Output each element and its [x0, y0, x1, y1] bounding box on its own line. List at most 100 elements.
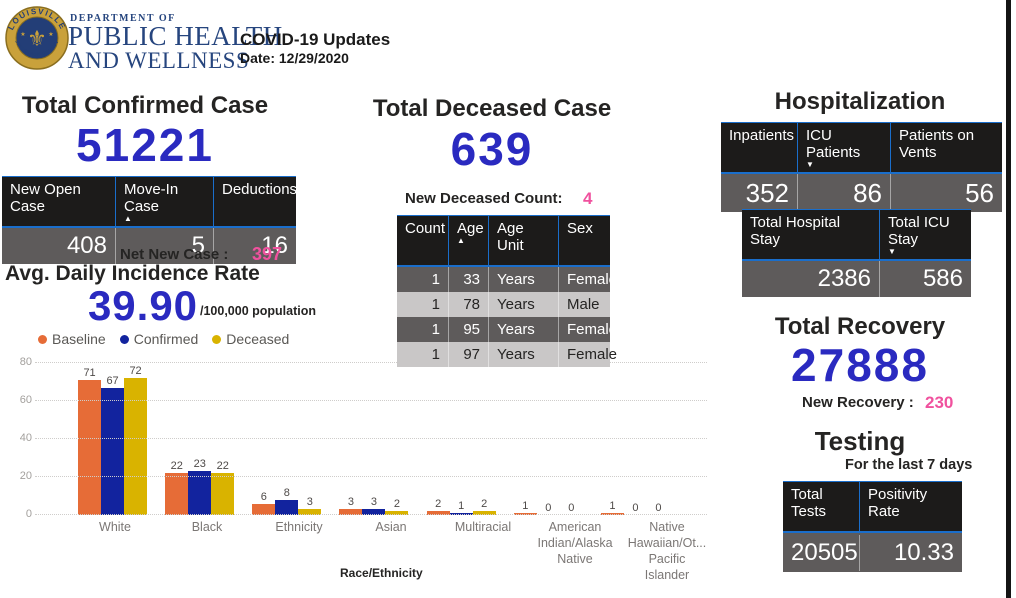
- bar-wrap: 1: [449, 500, 473, 515]
- bar-deceased-ethnicity[interactable]: [298, 509, 322, 515]
- table-row[interactable]: 1 95 Years Female: [397, 317, 617, 342]
- count-cell: 1: [431, 271, 440, 288]
- bar-baseline-black[interactable]: [165, 473, 189, 515]
- table-row[interactable]: 20505 10.33: [783, 533, 962, 572]
- bar-baseline-white[interactable]: [78, 380, 102, 515]
- column-header-total-hospital-stay[interactable]: Total Hospital Stay: [742, 210, 879, 259]
- bar-confirmed-white[interactable]: [101, 387, 125, 515]
- legend-item-deceased[interactable]: Deceased: [212, 331, 289, 347]
- bar-value-label: 6: [260, 490, 267, 503]
- window-border: [1006, 0, 1011, 598]
- louisville-seal-logo: LOUISVILLE JEFFERSON COUNTY ⚜ ★ ★: [5, 6, 69, 70]
- table-row[interactable]: 2386 586: [742, 261, 971, 297]
- star-right-icon: ★: [48, 31, 53, 38]
- bar-value-label: 2: [393, 498, 401, 511]
- bar-value-label: 0: [655, 502, 662, 514]
- sort-icon: [497, 254, 552, 263]
- bar-baseline-multiracial[interactable]: [426, 511, 450, 515]
- testing-subtitle: For the last 7 days: [845, 457, 973, 473]
- hospitalization-table: Inpatients ICU Patients ▼ Patients on Ve…: [721, 122, 1002, 212]
- column-label: Age Unit: [497, 220, 524, 254]
- patients-on-vents-value: 56: [890, 174, 1002, 212]
- column-label: Positivity Rate: [868, 486, 928, 520]
- table-row[interactable]: 408 5 16: [2, 228, 296, 264]
- legend-label: Deceased: [226, 331, 290, 347]
- count-cell: 1: [431, 321, 440, 338]
- total-hospital-stay-value: 2386: [817, 265, 871, 292]
- sort-descending-icon: ▼: [806, 160, 814, 169]
- bar-group: 3 3 2: [330, 496, 417, 515]
- column-header-move-in-case[interactable]: Move-In Case ▲: [115, 177, 213, 226]
- column-header-new-open-case[interactable]: New Open Case: [2, 177, 115, 226]
- testing-table: Total Tests Positivity Rate 20505 10.33: [783, 481, 962, 572]
- race-ethnicity-bar-chart: 71 67 72 22 23 22 6 8 3 3 3 2 2 1 2 1 0 0 1 0 0: [35, 356, 707, 515]
- sex-cell: Female: [558, 317, 617, 342]
- sort-icon: [567, 237, 604, 246]
- sort-icon: [750, 248, 873, 257]
- x-axis-title: Race/Ethnicity: [340, 566, 423, 580]
- category-label: Black: [191, 520, 223, 534]
- bar-group: 71 67 72: [69, 365, 156, 515]
- new-recovery-value: 230: [925, 393, 954, 412]
- bar-value-label: 71: [83, 367, 96, 380]
- bar-wrap: 3: [298, 496, 322, 515]
- table-row[interactable]: 1 33 Years Female: [397, 267, 617, 292]
- report-date: Date: 12/29/2020: [240, 50, 349, 66]
- hospital-stay-table: Total Hospital Stay Total ICU Stay ▼ 238…: [742, 209, 971, 297]
- deductions-value: 16: [213, 228, 296, 264]
- bar-wrap: 2: [426, 498, 450, 515]
- column-header-total-icu-stay[interactable]: Total ICU Stay ▼: [879, 210, 971, 259]
- sort-icon: [405, 237, 442, 246]
- column-header-icu-patients[interactable]: ICU Patients ▼: [797, 123, 890, 172]
- column-header-patients-on-vents[interactable]: Patients on Vents: [890, 123, 1002, 172]
- y-tick-label: 0: [25, 508, 32, 520]
- bar-baseline-asian[interactable]: [339, 509, 363, 515]
- legend-item-confirmed[interactable]: Confirmed: [119, 331, 198, 347]
- total-recovery-title: Total Recovery: [774, 313, 946, 340]
- legend-label: Baseline: [52, 331, 106, 347]
- column-header-count[interactable]: Count: [397, 216, 448, 265]
- bar-confirmed-asian[interactable]: [362, 509, 386, 515]
- gridline: [35, 400, 707, 401]
- table-row[interactable]: 1 78 Years Male: [397, 292, 610, 317]
- column-label: Sex: [567, 220, 593, 237]
- bar-baseline-ethnicity[interactable]: [252, 503, 276, 515]
- bar-confirmed-ethnicity[interactable]: [275, 499, 299, 515]
- column-header-age[interactable]: Age ▲: [448, 216, 488, 265]
- bar-wrap: 0: [647, 502, 670, 515]
- column-header-sex[interactable]: Sex: [558, 216, 610, 265]
- column-header-deductions[interactable]: Deductions: [213, 177, 297, 226]
- gridline: [35, 362, 707, 363]
- column-label: Total Tests: [791, 486, 827, 520]
- category-label: Native Hawaiian/Ot... Pacific Islander: [627, 520, 707, 582]
- bar-deceased-asian[interactable]: [385, 511, 409, 515]
- incidence-rate-title: Avg. Daily Incidence Rate: [5, 262, 260, 285]
- column-header-positivity-rate[interactable]: Positivity Rate: [859, 482, 962, 531]
- column-header-inpatients[interactable]: Inpatients: [721, 123, 797, 172]
- sort-ascending-icon: ▲: [124, 214, 132, 223]
- age-cell: 78: [448, 292, 488, 317]
- sort-icon: [729, 144, 791, 153]
- bar-deceased-white[interactable]: [124, 378, 148, 515]
- gridline: [35, 438, 707, 439]
- bar-wrap: 0: [537, 502, 560, 515]
- bar-value-label: 1: [458, 500, 465, 513]
- bar-value-label: 22: [170, 460, 183, 473]
- bar-value-label: 3: [306, 496, 313, 509]
- column-header-age-unit[interactable]: Age Unit: [488, 216, 558, 265]
- table-row[interactable]: 352 86 56: [721, 174, 1002, 212]
- bar-deceased-black[interactable]: [211, 473, 235, 515]
- y-tick-label: 60: [19, 394, 32, 406]
- column-header-total-tests[interactable]: Total Tests: [783, 482, 859, 531]
- column-label: Move-In Case: [124, 181, 179, 215]
- bar-confirmed-black[interactable]: [188, 471, 212, 515]
- bar-deceased-multiracial[interactable]: [472, 511, 496, 515]
- legend-item-baseline[interactable]: Baseline: [38, 331, 106, 347]
- bar-wrap: 1: [600, 500, 624, 515]
- table-row[interactable]: 1 97 Years Female: [397, 342, 617, 367]
- legend-dot-icon: [119, 334, 129, 344]
- new-open-case-value: 408: [66, 232, 107, 259]
- total-confirmed-value: 51221: [76, 119, 214, 171]
- bar-wrap: 8: [275, 487, 299, 515]
